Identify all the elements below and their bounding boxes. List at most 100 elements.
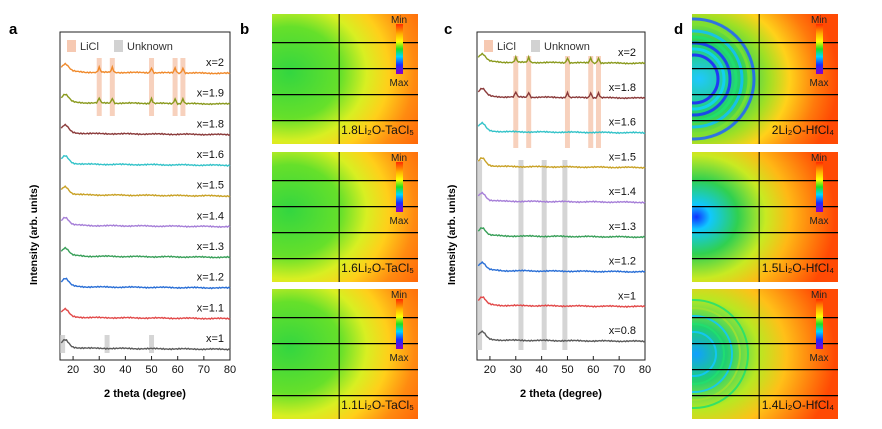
- heatmap: [692, 152, 838, 282]
- series-label: x=1.8: [609, 82, 636, 94]
- heatmap: [272, 152, 418, 282]
- curves: [477, 52, 646, 343]
- peak-bars: [60, 58, 186, 353]
- map-label: 1.8Li₂O-TaCl₅: [341, 123, 414, 137]
- series-label: x=1.9: [197, 88, 224, 100]
- plot-frame: [476, 31, 646, 361]
- ring: [692, 315, 733, 393]
- heatmap: [272, 289, 418, 419]
- series-label: x=1.3: [197, 241, 224, 253]
- legend-unknown-swatch: [531, 40, 540, 52]
- tick-label: 20: [484, 364, 496, 376]
- unknown-peak-bar: [149, 335, 155, 353]
- series-label: x=1: [206, 333, 224, 345]
- series-line: [477, 227, 646, 239]
- colorbar: [396, 162, 403, 212]
- peak-bars: [477, 56, 601, 350]
- ring: [692, 53, 720, 105]
- series-line: [477, 157, 646, 170]
- tick-label: 50: [561, 364, 573, 376]
- licl-peak-bar: [595, 56, 601, 148]
- curves: [60, 62, 231, 351]
- licl-peak-bar: [109, 58, 115, 116]
- series-line: [477, 191, 646, 204]
- series-line: [60, 216, 231, 229]
- colorbar-max: Max: [390, 216, 409, 227]
- series-labels: x=2 x=1.8 x=1.6 x=1.5 x=1.4 x=1.3 x=1.2 x=1 x=0.…: [609, 47, 636, 337]
- colorbar: [396, 24, 403, 74]
- series-label: x=1: [618, 290, 636, 302]
- map-label: 1.4Li₂O-HfCl₄: [762, 398, 834, 412]
- map-label: 1.6Li₂O-TaCl₅: [341, 261, 414, 275]
- tick-label: 60: [172, 364, 184, 376]
- colorbar-max: Max: [810, 78, 829, 89]
- series-label: x=1.5: [609, 151, 636, 163]
- licl-peak-bar: [564, 56, 570, 148]
- colorbar-max: Max: [390, 78, 409, 89]
- legend-licl: LiCl: [497, 41, 516, 53]
- heatmap: [272, 14, 418, 144]
- y-axis-label: Intensity (arb. units): [28, 185, 40, 285]
- unknown-peak-bar: [104, 335, 110, 353]
- map-label: 1.5Li₂O-HfCl₄: [762, 261, 834, 275]
- series-label: x=1.4: [609, 186, 636, 198]
- ring: [692, 307, 741, 401]
- x-axis-label: 2 theta (degree): [104, 388, 186, 400]
- tick-label: 40: [535, 364, 547, 376]
- unknown-peak-bar: [60, 335, 66, 353]
- series-label: x=0.8: [609, 325, 636, 337]
- tick-label: 40: [119, 364, 131, 376]
- legend-unknown-swatch: [114, 40, 123, 52]
- map-column-b: Min Max 1.8Li₂O-TaCl₅ Min Max 1.6Li₂O-TaCl₅ Mi…: [272, 14, 418, 419]
- series-line: [60, 277, 231, 290]
- ring: [692, 47, 726, 111]
- licl-peak-bar: [588, 56, 594, 148]
- colorbar: [816, 162, 823, 212]
- colorbar: [816, 299, 823, 349]
- map-panel: Min Max 2Li₂O-HfCl₄: [692, 14, 838, 144]
- legend-licl-swatch: [484, 40, 493, 52]
- ring: [692, 22, 751, 136]
- series-label: x=1.5: [197, 180, 224, 192]
- series-line: [477, 330, 646, 343]
- colorbar-min: Min: [391, 290, 407, 301]
- x-axis-label: 2 theta (degree): [520, 388, 602, 400]
- tick-label: 20: [67, 364, 79, 376]
- xrd-panel-a: x=2 x=1.9 x=1.8 x=1.6 x=1.5 x=1.4 x=1.3 x=1.2 x=…: [28, 31, 236, 400]
- tick-label: 50: [145, 364, 157, 376]
- legend-licl: LiCl: [80, 41, 99, 53]
- map-label: 1.1Li₂O-TaCl₅: [341, 398, 414, 412]
- series-label: x=2: [206, 57, 224, 69]
- licl-peak-bar: [513, 56, 519, 148]
- series-label: x=1.1: [197, 302, 224, 314]
- series-line: [60, 154, 231, 167]
- series-label: x=1.3: [609, 221, 636, 233]
- unknown-peak-bar: [562, 160, 568, 350]
- tick-label: 30: [510, 364, 522, 376]
- series-line: [60, 185, 231, 198]
- tick-label: 80: [224, 364, 236, 376]
- map-panel: Min Max 1.4Li₂O-HfCl₄: [692, 289, 838, 419]
- colorbar-min: Min: [811, 15, 827, 26]
- licl-peak-bar: [526, 56, 532, 148]
- series-label: x=1.8: [197, 118, 224, 130]
- panel-letter-a: a: [9, 21, 18, 38]
- map-panel: Min Max 1.8Li₂O-TaCl₅: [272, 14, 418, 144]
- colorbar-min: Min: [811, 290, 827, 301]
- licl-peak-bar: [180, 58, 186, 116]
- legend-unknown: Unknown: [127, 41, 173, 53]
- licl-peak-bar: [172, 58, 178, 116]
- map-panel: Min Max 1.1Li₂O-TaCl₅: [272, 289, 418, 419]
- map-label: 2Li₂O-HfCl₄: [772, 123, 834, 137]
- colorbar-max: Max: [810, 353, 829, 364]
- colorbar-min: Min: [811, 153, 827, 164]
- series-line: [60, 307, 231, 321]
- diffraction-rings: [692, 299, 749, 409]
- colorbar-max: Max: [390, 353, 409, 364]
- ring: [692, 29, 744, 129]
- legend-licl-swatch: [67, 40, 76, 52]
- y-axis-label: Intensity (arb. units): [446, 185, 458, 285]
- tick-label: 80: [639, 364, 651, 376]
- colorbar-min: Min: [391, 15, 407, 26]
